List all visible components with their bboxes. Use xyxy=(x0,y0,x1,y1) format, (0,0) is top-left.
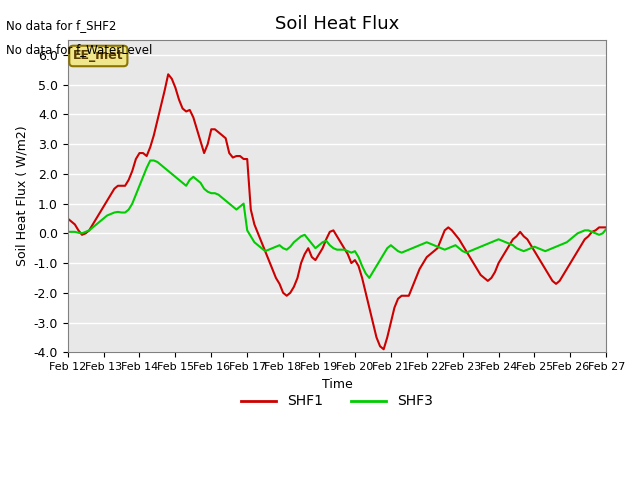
Line: SHF1: SHF1 xyxy=(68,74,606,349)
SHF1 xyxy=(599,225,607,230)
Text: EE_met: EE_met xyxy=(73,49,124,62)
SHF1 xyxy=(330,228,337,233)
SHF3 xyxy=(258,245,266,251)
SHF3 xyxy=(365,275,373,281)
SHF3 xyxy=(147,157,154,163)
SHF3 xyxy=(64,229,72,235)
SHF1 xyxy=(448,228,456,233)
SHF3 xyxy=(602,226,610,232)
SHF1 xyxy=(380,347,387,352)
SHF1 xyxy=(602,225,610,230)
Legend: SHF1, SHF3: SHF1, SHF3 xyxy=(236,389,438,414)
Y-axis label: Soil Heat Flux ( W/m2): Soil Heat Flux ( W/m2) xyxy=(15,126,28,266)
Title: Soil Heat Flux: Soil Heat Flux xyxy=(275,15,399,33)
SHF3 xyxy=(330,245,337,251)
SHF3 xyxy=(398,250,406,255)
Line: SHF3: SHF3 xyxy=(68,160,606,278)
SHF1 xyxy=(64,216,72,221)
SHF3 xyxy=(412,244,420,250)
X-axis label: Time: Time xyxy=(322,377,353,391)
Text: No data for f_SHF2: No data for f_SHF2 xyxy=(6,19,116,32)
SHF1 xyxy=(398,293,406,299)
SHF1 xyxy=(412,275,420,281)
SHF1 xyxy=(164,72,172,77)
SHF3 xyxy=(448,244,456,250)
Text: No data for f_WaterLevel: No data for f_WaterLevel xyxy=(6,43,153,56)
SHF3 xyxy=(599,230,607,236)
SHF1 xyxy=(258,240,266,245)
